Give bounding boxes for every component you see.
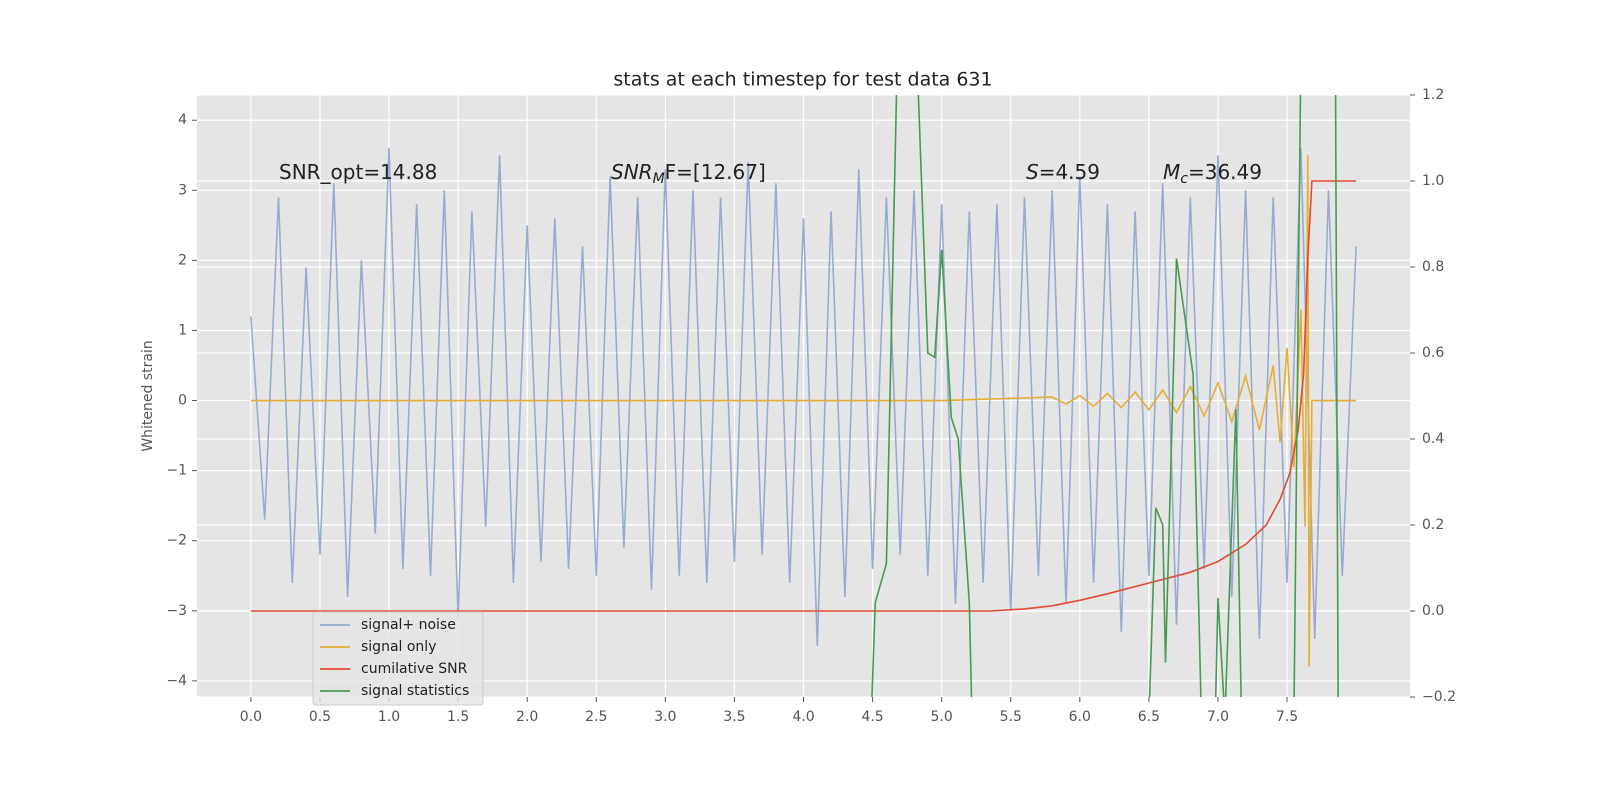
y2-tick-label: 0.4 bbox=[1422, 431, 1444, 447]
legend-label: signal+ noise bbox=[361, 617, 456, 633]
y2-tick-label: 1.0 bbox=[1422, 173, 1444, 189]
x-tick-label: 7.0 bbox=[1207, 709, 1229, 725]
chart-title: stats at each timestep for test data 631 bbox=[613, 69, 992, 91]
x-tick-label: 5.0 bbox=[931, 709, 953, 725]
y-tick-label: −3 bbox=[166, 603, 187, 619]
series-line bbox=[250, 155, 1357, 667]
annotation-subscript: c bbox=[1180, 171, 1188, 187]
annotation-rest: =36.49 bbox=[1188, 160, 1262, 184]
series-layer bbox=[250, 95, 1357, 697]
series-line bbox=[250, 180, 1357, 612]
x-tick-label: 1.0 bbox=[378, 709, 400, 725]
y-tick-label: −4 bbox=[166, 673, 187, 689]
y-tick-label: 2 bbox=[178, 252, 187, 268]
y-tick-label: 3 bbox=[178, 182, 187, 198]
y2-tick-label: −0.2 bbox=[1422, 689, 1456, 705]
x-tick-label: 4.5 bbox=[861, 709, 883, 725]
x-tick-label: 0.0 bbox=[240, 709, 262, 725]
x-tick-label: 2.5 bbox=[585, 709, 607, 725]
x-tick-label: 3.0 bbox=[654, 709, 676, 725]
legend-label: cumilative SNR bbox=[361, 661, 468, 677]
y-tick-label: 0 bbox=[178, 393, 187, 409]
y2-tick-label: 0.2 bbox=[1422, 517, 1444, 533]
y2-tick-label: 1.2 bbox=[1422, 87, 1444, 103]
annotation-text: S bbox=[1026, 160, 1039, 184]
x-tick-label: 0.5 bbox=[309, 709, 331, 725]
x-tick-label: 4.0 bbox=[792, 709, 814, 725]
x-tick-label: 2.0 bbox=[516, 709, 538, 725]
x-tick-label: 1.5 bbox=[447, 709, 469, 725]
series-line bbox=[871, 95, 1339, 697]
y-tick-label: −2 bbox=[166, 533, 187, 549]
x-tick-label: 6.5 bbox=[1138, 709, 1160, 725]
legend-label: signal only bbox=[361, 639, 436, 655]
y2-tick-label: 0.0 bbox=[1422, 603, 1444, 619]
annotation-text: SNR bbox=[611, 160, 653, 184]
legend-label: signal statistics bbox=[361, 683, 469, 699]
series-line bbox=[250, 148, 1357, 646]
annotation-text: SNR_opt=14.88 bbox=[279, 160, 437, 184]
y-tick-label: 4 bbox=[178, 112, 187, 128]
y-axis-label: Whitened strain bbox=[140, 340, 156, 451]
annotation-rest: =4.59 bbox=[1039, 160, 1100, 184]
x-tick-label: 7.5 bbox=[1276, 709, 1298, 725]
annotation-subscript: M bbox=[653, 171, 665, 187]
y2-tick-label: 0.6 bbox=[1422, 345, 1444, 361]
y2-tick-label: 0.8 bbox=[1422, 259, 1444, 275]
legend: signal+ noise signal only cumilative SNR si… bbox=[312, 611, 484, 706]
x-tick-label: 5.5 bbox=[1000, 709, 1022, 725]
annotation: SNRMF=[12.67] bbox=[611, 160, 766, 188]
x-tick-label: 3.5 bbox=[723, 709, 745, 725]
annotation: SNR_opt=14.88 bbox=[279, 160, 437, 184]
y-tick-label: 1 bbox=[178, 322, 187, 338]
axes: 0.0 0.5 1.0 1.5 2.0 2.5 3.0 3.5 4.0 4.5 5.0 5.5 6.0 6… bbox=[166, 87, 1456, 725]
y-tick-label: −1 bbox=[166, 463, 187, 479]
legend-box bbox=[312, 611, 484, 706]
annotation: S=4.59 bbox=[1026, 160, 1100, 184]
x-tick-label: 6.0 bbox=[1069, 709, 1091, 725]
annotation-text: M bbox=[1163, 160, 1180, 184]
annotation: Mc=36.49 bbox=[1163, 160, 1262, 188]
annotation-rest: F=[12.67] bbox=[665, 160, 766, 184]
